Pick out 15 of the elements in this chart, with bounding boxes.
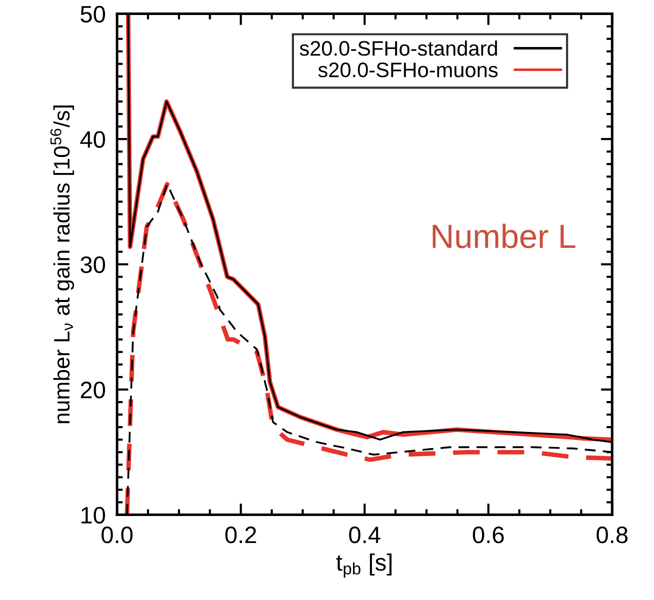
y-tick-label: 30 [80, 256, 106, 274]
x-tick-label: 0.2 [225, 526, 256, 544]
legend-label: s20.0-SFHo-muons [318, 62, 498, 78]
y-tick-label: 10 [81, 506, 106, 524]
y-tick-label: 20 [80, 382, 106, 398]
y-tick-label: 50 [80, 6, 106, 23]
x-tick-label: 0.8 [596, 526, 628, 544]
x-tick-label: 0.0 [102, 526, 133, 544]
legend-label: s20.0-SFHo-standard [300, 40, 497, 56]
y-tick-label: 40 [80, 131, 106, 148]
annotation: Number L [432, 224, 576, 248]
x-tick-label: 0.4 [349, 526, 380, 544]
x-tick-label: 0.6 [472, 526, 504, 544]
x-axis-title: t$_{pb}$ [s] [336, 553, 392, 578]
y-axis-title: number L$_{ν}$ at gain radius [10$^{56}$/s] [50, 106, 74, 424]
